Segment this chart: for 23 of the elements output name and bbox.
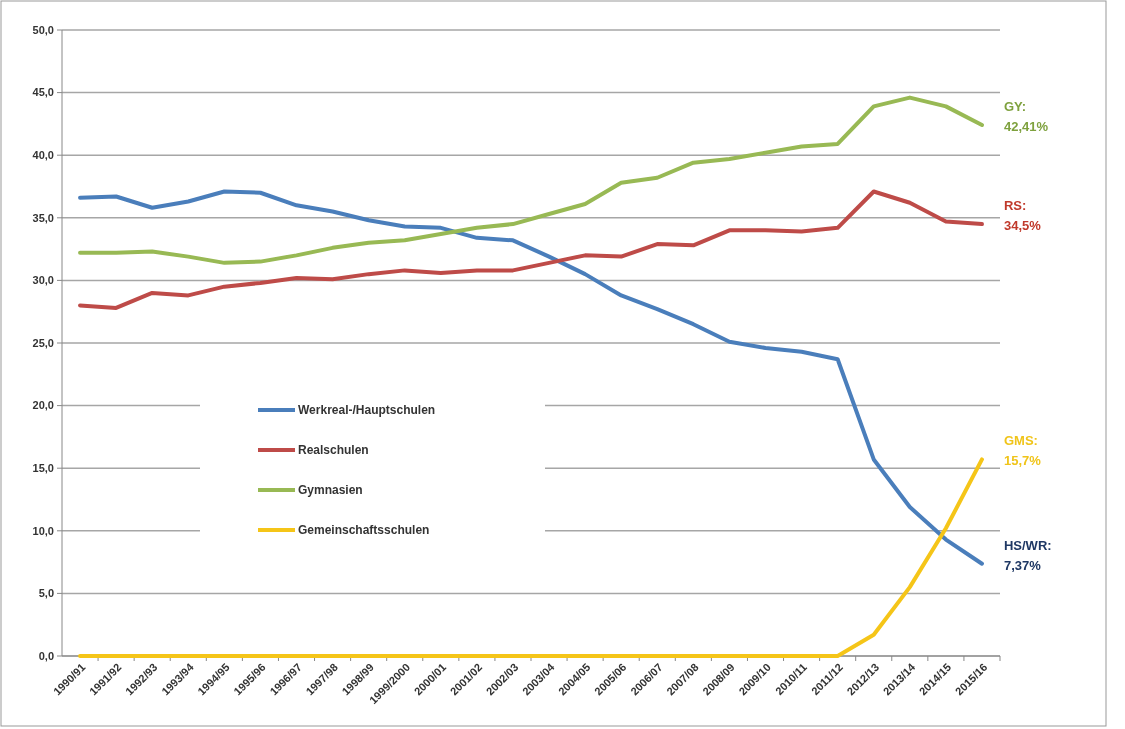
y-tick-label: 20,0 — [32, 399, 54, 412]
y-tick-label: 25,0 — [32, 336, 54, 349]
line-series — [78, 457, 984, 658]
legend-label: Realschulen — [298, 443, 369, 458]
annotation: HS/WR: 7,37% — [1003, 537, 1052, 573]
y-tick-label: 30,0 — [32, 274, 54, 287]
y-tick-label: 45,0 — [32, 86, 54, 99]
line-series — [78, 189, 984, 310]
y-tick-label: 15,0 — [32, 462, 54, 475]
y-tick-label: 10,0 — [32, 524, 54, 537]
line-series — [78, 95, 984, 265]
line-series — [78, 189, 984, 566]
legend-label: Gymnasien — [298, 483, 363, 498]
legend-label: Gemeinschaftsschulen — [298, 523, 430, 538]
annotation: RS: 34,5% — [1003, 198, 1042, 234]
y-tick-label: 0,0 — [38, 649, 54, 662]
y-tick-label: 40,0 — [32, 149, 54, 162]
y-tick-label: 35,0 — [32, 211, 54, 224]
y-tick-label: 50,0 — [32, 23, 54, 36]
legend-label: Werkreal-/Hauptschulen — [298, 403, 436, 418]
y-tick-label: 5,0 — [38, 587, 54, 600]
annotation: GY: 42,41% — [1003, 99, 1049, 135]
annotation: GMS: 15,7% — [1003, 433, 1042, 469]
